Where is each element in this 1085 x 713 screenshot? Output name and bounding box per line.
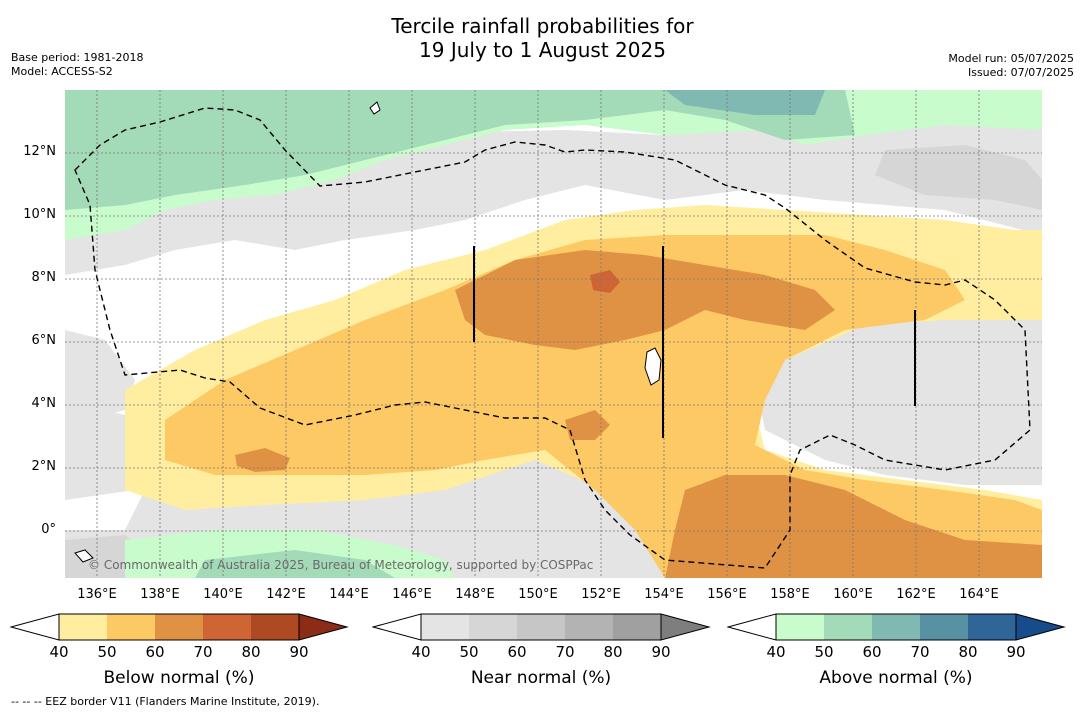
below-normal-region-70 [590, 270, 620, 293]
below-normal-colorbar [10, 613, 349, 641]
x-tick-label: 160°E [833, 587, 873, 602]
y-tick-label: 0° [41, 522, 56, 537]
colorbar-tick: 60 [507, 643, 527, 661]
colorbar-tick: 60 [862, 643, 882, 661]
y-tick-label: 4°N [31, 396, 57, 411]
below-normal-label: Below normal (%) [103, 668, 255, 688]
colorbar-tick: 40 [411, 643, 431, 661]
copyright-notice: © Commonwealth of Australia 2025, Bureau… [88, 558, 594, 572]
colorbar-tick: 90 [651, 643, 671, 661]
y-tick-label: 10°N [23, 207, 56, 222]
island-outline [644, 347, 662, 386]
x-tick-label: 158°E [770, 587, 810, 602]
x-tick-label: 150°E [518, 587, 558, 602]
island-outline [369, 101, 381, 115]
x-tick-label: 148°E [455, 587, 495, 602]
colorbar-tick: 50 [459, 643, 479, 661]
colorbar-tick: 40 [766, 643, 786, 661]
colorbar-tick: 40 [49, 643, 69, 661]
map-title-line1: Tercile rainfall probabilities for [391, 14, 694, 38]
colorbar-tick: 70 [910, 643, 930, 661]
graticule [65, 90, 1042, 578]
x-tick-label: 156°E [707, 587, 747, 602]
x-tick-label: 162°E [896, 587, 936, 602]
x-tick-label: 144°E [329, 587, 369, 602]
near-normal-region-northeast [875, 145, 1042, 210]
y-tick-label: 12°N [23, 144, 56, 159]
near-normal-label: Near normal (%) [470, 668, 612, 688]
x-tick-label: 136°E [77, 587, 117, 602]
issued-date: Issued: 07/07/2025 [967, 66, 1074, 79]
x-tick-label: 142°E [266, 587, 306, 602]
eez-footnote: -- -- -- EEZ border V11 (Flanders Marine… [11, 695, 320, 708]
x-tick-label: 138°E [140, 587, 180, 602]
x-tick-label: 164°E [959, 587, 999, 602]
x-tick-label: 140°E [203, 587, 243, 602]
above-normal-region-south-dark [195, 550, 395, 578]
below-normal-region-60 [455, 250, 835, 350]
base-period: Base period: 1981-2018 [11, 51, 144, 64]
above-normal-region-north-teal [665, 90, 825, 115]
near-normal-region-west [65, 330, 135, 420]
y-tick-label: 8°N [31, 270, 57, 285]
below-normal-region-60-south [235, 448, 290, 472]
x-tick-label: 152°E [581, 587, 621, 602]
eez-border [74, 107, 1031, 569]
above-normal-label: Above normal (%) [819, 668, 973, 688]
colorbar-tick: 70 [555, 643, 575, 661]
map-title: Tercile rainfall probabilities for 19 Ju… [0, 14, 1085, 62]
x-tick-label: 146°E [392, 587, 432, 602]
colorbar-tick: 70 [193, 643, 213, 661]
map-title-line2: 19 July to 1 August 2025 [419, 38, 666, 62]
meta-right: Model run: 05/07/2025 Issued: 07/07/2025 [948, 52, 1074, 80]
colorbar-tick: 80 [241, 643, 261, 661]
colorbar-tick: 90 [1006, 643, 1026, 661]
below-normal-region-60-center [565, 410, 610, 440]
colorbar-tick: 80 [958, 643, 978, 661]
near-normal-region-east [755, 310, 1042, 485]
model-run: Model run: 05/07/2025 [948, 52, 1074, 65]
meta-left: Base period: 1981-2018 Model: ACCESS-S2 [11, 51, 143, 79]
above-normal-region-north-dark [65, 90, 855, 210]
above-normal-colorbar [727, 613, 1066, 641]
colorbar-tick: 80 [603, 643, 623, 661]
below-normal-region-60-southeast [665, 475, 1042, 578]
x-tick-label: 154°E [644, 587, 684, 602]
y-tick-label: 2°N [31, 459, 57, 474]
near-normal-colorbar [372, 613, 711, 641]
transect-lines [473, 246, 916, 438]
model-name: Model: ACCESS-S2 [11, 65, 113, 78]
colorbar-tick: 90 [289, 643, 309, 661]
colorbar-tick: 60 [145, 643, 165, 661]
rainfall-probability-map [65, 90, 1042, 578]
colorbar-tick: 50 [814, 643, 834, 661]
island-outline [74, 549, 94, 563]
colorbar-tick: 50 [97, 643, 117, 661]
y-tick-label: 6°N [31, 333, 57, 348]
